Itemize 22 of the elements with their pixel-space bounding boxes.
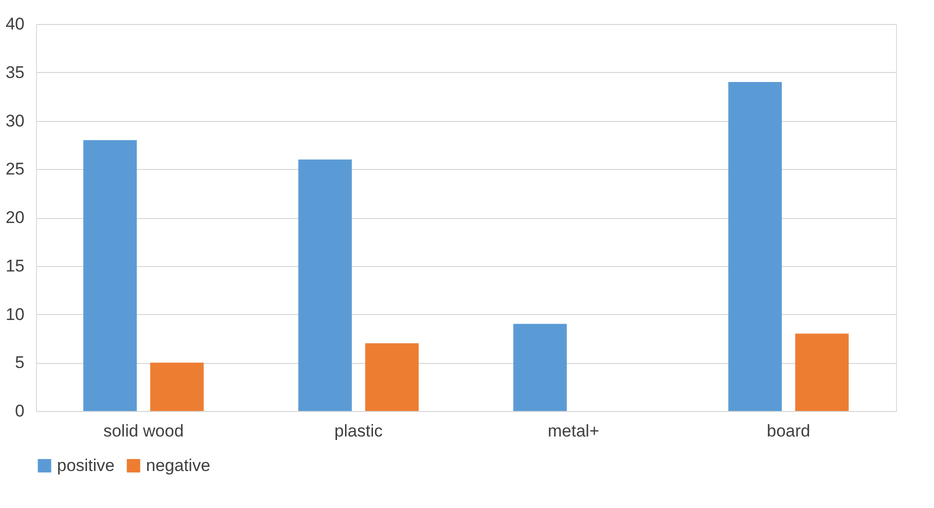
bar (83, 140, 137, 411)
bar (150, 362, 204, 411)
x-tick-label: metal+ (548, 422, 600, 440)
bar (365, 343, 419, 411)
x-tick-label: solid wood (103, 422, 184, 440)
legend-label: positive (57, 456, 115, 475)
y-tick-label: 40 (6, 14, 24, 34)
x-tick-label: board (766, 422, 810, 440)
y-tick-label: 25 (6, 160, 24, 179)
y-tick-label: 10 (6, 304, 24, 324)
y-tick-label: 35 (6, 62, 24, 82)
y-tick-label: 30 (6, 111, 24, 130)
bar (795, 334, 849, 411)
legend-label: negative (146, 456, 210, 475)
y-tick-label: 5 (15, 353, 24, 372)
y-tick-label: 15 (6, 256, 24, 276)
y-tick-label: 20 (6, 208, 24, 227)
y-tick-label: 0 (15, 402, 24, 420)
x-tick-label: plastic (334, 422, 384, 440)
bar (728, 82, 782, 411)
bar (513, 324, 567, 411)
bar (298, 159, 352, 411)
